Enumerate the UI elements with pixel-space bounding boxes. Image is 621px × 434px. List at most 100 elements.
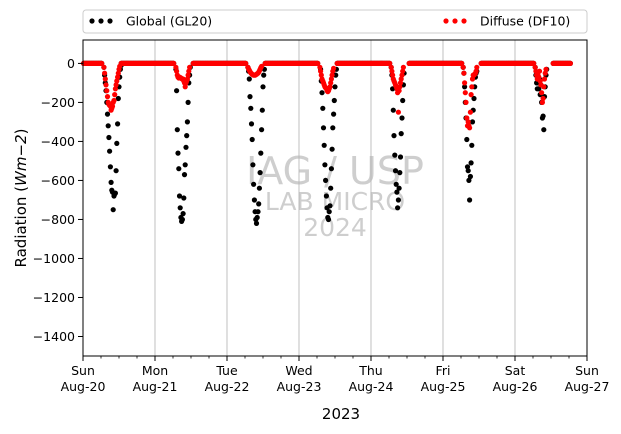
global-point: [465, 168, 471, 174]
x-tick-label-day: Mon: [142, 363, 168, 378]
diffuse-point: [400, 68, 406, 74]
legend-label-diffuse: Diffuse (DF10): [480, 14, 570, 29]
diffuse-point: [395, 109, 401, 115]
global-point: [174, 88, 180, 94]
diffuse-point: [185, 72, 191, 78]
y-tick-label: −800: [41, 212, 75, 227]
global-point: [321, 142, 327, 148]
diffuse-point: [186, 68, 192, 74]
global-point: [398, 131, 404, 137]
diffuse-point: [173, 64, 179, 70]
diffuse-point: [329, 72, 335, 78]
global-point: [110, 207, 116, 213]
global-point: [393, 181, 399, 187]
global-point: [332, 84, 338, 90]
global-point: [184, 119, 190, 125]
diffuse-point: [184, 76, 190, 82]
diffuse-point: [467, 109, 473, 115]
global-point: [467, 173, 473, 180]
diffuse-point: [112, 92, 118, 98]
diffuse-point: [567, 60, 574, 66]
y-axis-label-exponent: −2: [12, 134, 30, 156]
diffuse-point: [542, 70, 548, 76]
diffuse-point: [187, 64, 193, 70]
global-point: [331, 97, 337, 104]
diffuse-point: [400, 64, 406, 70]
legend-frame: [82, 9, 588, 34]
plot-area: IAG / USP LAB MICRO 2024: [81, 39, 588, 357]
diffuse-point: [318, 72, 324, 78]
global-point: [181, 195, 187, 201]
diffuse-point: [103, 82, 109, 88]
diffuse-point: [536, 68, 543, 74]
global-point: [179, 216, 185, 223]
diffuse-point: [390, 72, 396, 78]
global-point: [250, 162, 256, 168]
global-point: [251, 197, 257, 203]
diffuse-point: [109, 103, 116, 109]
diffuse-point: [104, 88, 110, 94]
x-tick-label-day: Thu: [358, 363, 382, 378]
x-tick-label-date: Aug-23: [277, 379, 322, 394]
global-point: [115, 95, 121, 102]
global-point: [469, 119, 476, 125]
diffuse-point: [474, 64, 480, 70]
x-tick-label-date: Aug-26: [493, 379, 538, 394]
global-point: [396, 185, 402, 191]
global-point: [183, 144, 189, 150]
global-point: [392, 152, 398, 158]
global-point: [323, 177, 329, 183]
global-point: [391, 133, 397, 139]
x-tick-label-date: Aug-27: [565, 379, 610, 394]
diffuse-point: [396, 88, 402, 94]
x-tick-label-date: Aug-20: [61, 379, 106, 394]
global-point: [115, 121, 121, 127]
diffuse-point: [469, 76, 476, 82]
y-tick-label: −400: [41, 134, 75, 149]
y-axis-label-close: ): [12, 129, 30, 135]
diffuse-point: [327, 84, 333, 90]
x-tick-label-day: Sat: [505, 363, 526, 378]
diffuse-point: [541, 76, 548, 82]
diffuse-point: [115, 74, 121, 80]
diffuse-point: [102, 76, 108, 82]
global-point: [330, 125, 336, 131]
diffuse-point: [459, 60, 465, 66]
x-tick-label-day: Wed: [285, 363, 312, 378]
diffuse-point: [182, 84, 188, 90]
global-point: [395, 197, 401, 203]
global-point: [327, 203, 333, 209]
y-axis-label-unit: Wm: [12, 157, 30, 186]
diffuse-point: [460, 64, 466, 70]
diffuse-point: [99, 60, 105, 66]
global-point: [392, 168, 399, 174]
diffuse-point: [104, 94, 111, 100]
diffuse-point: [111, 97, 117, 104]
global-point: [176, 193, 183, 199]
legend-label-global: Global (GL20): [126, 14, 212, 29]
diffuse-point: [473, 68, 479, 74]
global-point: [112, 190, 118, 196]
global-point: [394, 189, 400, 195]
diffuse-point: [113, 82, 119, 88]
diffuse-point: [541, 84, 547, 90]
diffuse-point: [243, 60, 249, 66]
diffuse-point: [387, 60, 393, 66]
global-point: [180, 211, 186, 217]
x-tick-label-day: Fri: [436, 363, 451, 378]
global-point: [260, 84, 266, 90]
diffuse-point: [102, 70, 108, 76]
global-point: [256, 201, 262, 207]
global-point: [540, 113, 546, 119]
diffuse-point: [539, 90, 545, 96]
global-point: [467, 197, 473, 203]
global-point: [106, 134, 112, 141]
global-point: [541, 127, 547, 133]
global-point: [104, 111, 111, 117]
global-point: [254, 214, 260, 221]
diffuse-point: [315, 60, 321, 66]
global-point: [464, 136, 470, 143]
watermark-line-2: LAB MICRO: [265, 187, 405, 216]
diffuse-point: [467, 125, 473, 131]
